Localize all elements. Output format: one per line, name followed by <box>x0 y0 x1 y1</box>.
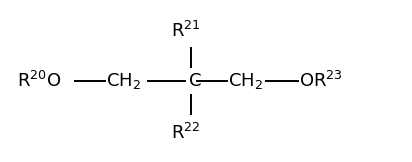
Text: $\mathrm{R}^{22}$: $\mathrm{R}^{22}$ <box>171 123 201 143</box>
Text: $\mathrm{R}^{21}$: $\mathrm{R}^{21}$ <box>171 21 201 41</box>
Text: $\mathrm{R}^{20}\mathrm{O}$: $\mathrm{R}^{20}\mathrm{O}$ <box>17 71 61 91</box>
Text: $\mathrm{CH}_2$: $\mathrm{CH}_2$ <box>106 71 141 91</box>
Text: $\mathrm{CH}_2$: $\mathrm{CH}_2$ <box>228 71 263 91</box>
Text: $\mathrm{OR}^{23}$: $\mathrm{OR}^{23}$ <box>300 71 343 91</box>
Text: $\mathrm{C}$: $\mathrm{C}$ <box>188 72 201 90</box>
